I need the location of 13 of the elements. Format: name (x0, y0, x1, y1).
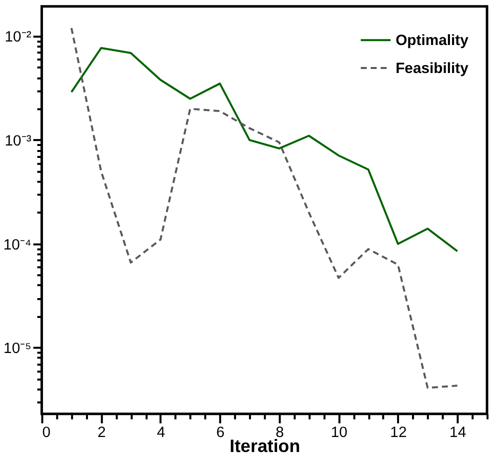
legend-label: Feasibility (396, 60, 470, 77)
y-tick-label: 10⁻⁴ (3, 237, 32, 254)
x-tick-label: 2 (97, 425, 106, 442)
y-tick-label: 10⁻³ (4, 134, 32, 150)
x-tick-label: 6 (216, 425, 224, 442)
legend-label: Optimality (396, 33, 470, 50)
x-tick-label: 12 (390, 425, 407, 442)
x-tick-label: 10 (330, 425, 348, 442)
y-tick-label: 10⁻² (4, 30, 32, 46)
x-tick-label: 0 (42, 425, 51, 442)
x-tick-label: 4 (156, 425, 166, 442)
x-tick-label: 14 (450, 425, 466, 442)
y-tick-label: 10⁻⁵ (4, 341, 32, 358)
